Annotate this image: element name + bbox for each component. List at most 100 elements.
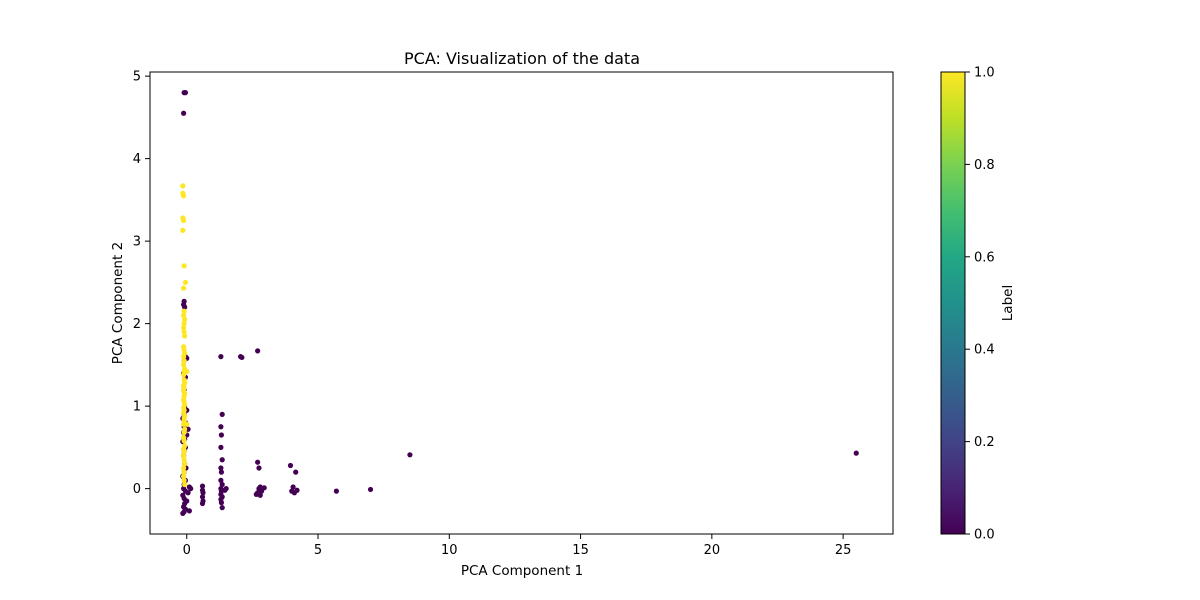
scatter-point — [181, 354, 187, 360]
y-tick-label: 3 — [133, 235, 141, 250]
scatter-point — [181, 358, 187, 364]
scatter-point — [200, 490, 206, 496]
plot-area-frame — [149, 71, 894, 535]
scatter-point — [185, 490, 191, 496]
scatter-point — [181, 325, 187, 331]
x-tick-label: 0 — [183, 543, 191, 558]
scatter-point — [182, 279, 189, 285]
scatter-point — [218, 432, 225, 438]
scatter-point — [256, 465, 262, 471]
y-axis-label: PCA Component 2 — [110, 242, 126, 364]
scatter-point — [218, 500, 225, 506]
scatter-point — [181, 110, 187, 116]
scatter-point — [181, 312, 187, 318]
scatter-point — [219, 411, 225, 417]
x-tick-label: 10 — [441, 543, 458, 558]
scatter-point — [199, 494, 206, 500]
scatter-point — [181, 372, 187, 378]
scatter-point — [181, 477, 187, 483]
scatter-point — [181, 429, 187, 436]
y-tick-label: 1 — [133, 400, 141, 415]
scatter-point — [218, 469, 225, 475]
scatter-point — [253, 491, 259, 497]
scatter-point — [290, 484, 296, 490]
scatter-point — [223, 486, 229, 492]
x-tick-label: 20 — [704, 543, 721, 558]
scatter-point — [184, 368, 190, 375]
colorbar-tick-label: 0.4 — [974, 343, 995, 358]
scatter-point — [186, 484, 192, 490]
colorbar-label: Label — [1000, 285, 1016, 321]
scatter-point — [199, 483, 206, 489]
scatter-point — [218, 424, 224, 430]
scatter-point — [219, 457, 225, 463]
scatter-point — [289, 488, 295, 494]
scatter-point — [287, 462, 294, 469]
colorbar — [940, 71, 966, 535]
scatter-point — [219, 481, 225, 488]
scatter-point — [218, 477, 224, 483]
scatter-point — [180, 227, 186, 233]
scatter-point — [255, 459, 261, 465]
y-tick-label: 4 — [133, 152, 141, 167]
scatter-point — [180, 510, 186, 516]
y-tick-label: 2 — [133, 317, 141, 332]
scatter-point — [181, 362, 187, 368]
scatter-point — [181, 285, 187, 291]
colorbar-ticks: 0.0 0.2 0.4 0.6 0.8 1.0 — [965, 66, 995, 543]
scatter-point — [181, 193, 187, 199]
scatter-point — [181, 465, 187, 471]
scatter-point — [181, 448, 187, 455]
colorbar-tick-label: 1.0 — [974, 66, 995, 81]
scatter-point — [257, 484, 263, 490]
scatter-point — [239, 354, 245, 361]
scatter-point — [333, 488, 340, 494]
scatter-point — [407, 452, 413, 458]
scatter-point — [181, 329, 187, 335]
scatter-point — [181, 453, 187, 459]
y-tick-label: 0 — [133, 482, 141, 497]
scatter-point — [181, 263, 187, 269]
scatter-point — [367, 486, 374, 493]
x-tick-label: 25 — [835, 543, 852, 558]
y-tick-label: 5 — [133, 70, 141, 85]
scatter-point — [181, 308, 187, 314]
x-axis-ticks: 0 5 10 15 20 25 — [183, 534, 852, 558]
scatter-point — [218, 354, 224, 360]
x-tick-label: 5 — [314, 543, 322, 558]
scatter-point — [293, 469, 299, 475]
scatter-point — [182, 304, 188, 310]
scatter-point — [186, 508, 192, 514]
scatter-point — [181, 217, 187, 224]
colorbar-tick-label: 0.2 — [974, 435, 995, 450]
x-tick-label: 15 — [572, 543, 589, 558]
colorbar-tick-label: 0.0 — [974, 528, 995, 543]
scatter-point — [180, 183, 186, 189]
colorbar-tick-label: 0.6 — [974, 250, 995, 265]
scatter-point — [853, 450, 859, 456]
scatter-point — [182, 481, 188, 488]
scatter-point — [257, 492, 263, 498]
scatter-point — [181, 469, 187, 475]
scatter-point — [219, 505, 225, 511]
scatter-point — [181, 321, 187, 327]
scatter-point — [218, 465, 224, 471]
x-axis-label: PCA Component 1 — [461, 563, 583, 579]
scatter-point — [181, 473, 187, 479]
y-axis-ticks: 0 1 2 3 4 5 — [133, 70, 150, 497]
points-layer — [180, 90, 859, 516]
scatter-point — [255, 348, 261, 354]
chart-title: PCA: Visualization of the data — [404, 49, 640, 68]
scatter-point — [218, 444, 224, 450]
colorbar-tick-label: 0.8 — [974, 158, 995, 173]
scatter-point — [184, 421, 190, 427]
scatter-point — [182, 461, 188, 467]
scatter-point — [181, 438, 187, 444]
scatter-point — [182, 333, 188, 339]
scatter-point — [294, 487, 300, 493]
scatter-point — [261, 485, 267, 491]
scatter-point — [181, 457, 187, 463]
scatter-point — [199, 500, 206, 507]
scatter-point — [182, 90, 189, 96]
